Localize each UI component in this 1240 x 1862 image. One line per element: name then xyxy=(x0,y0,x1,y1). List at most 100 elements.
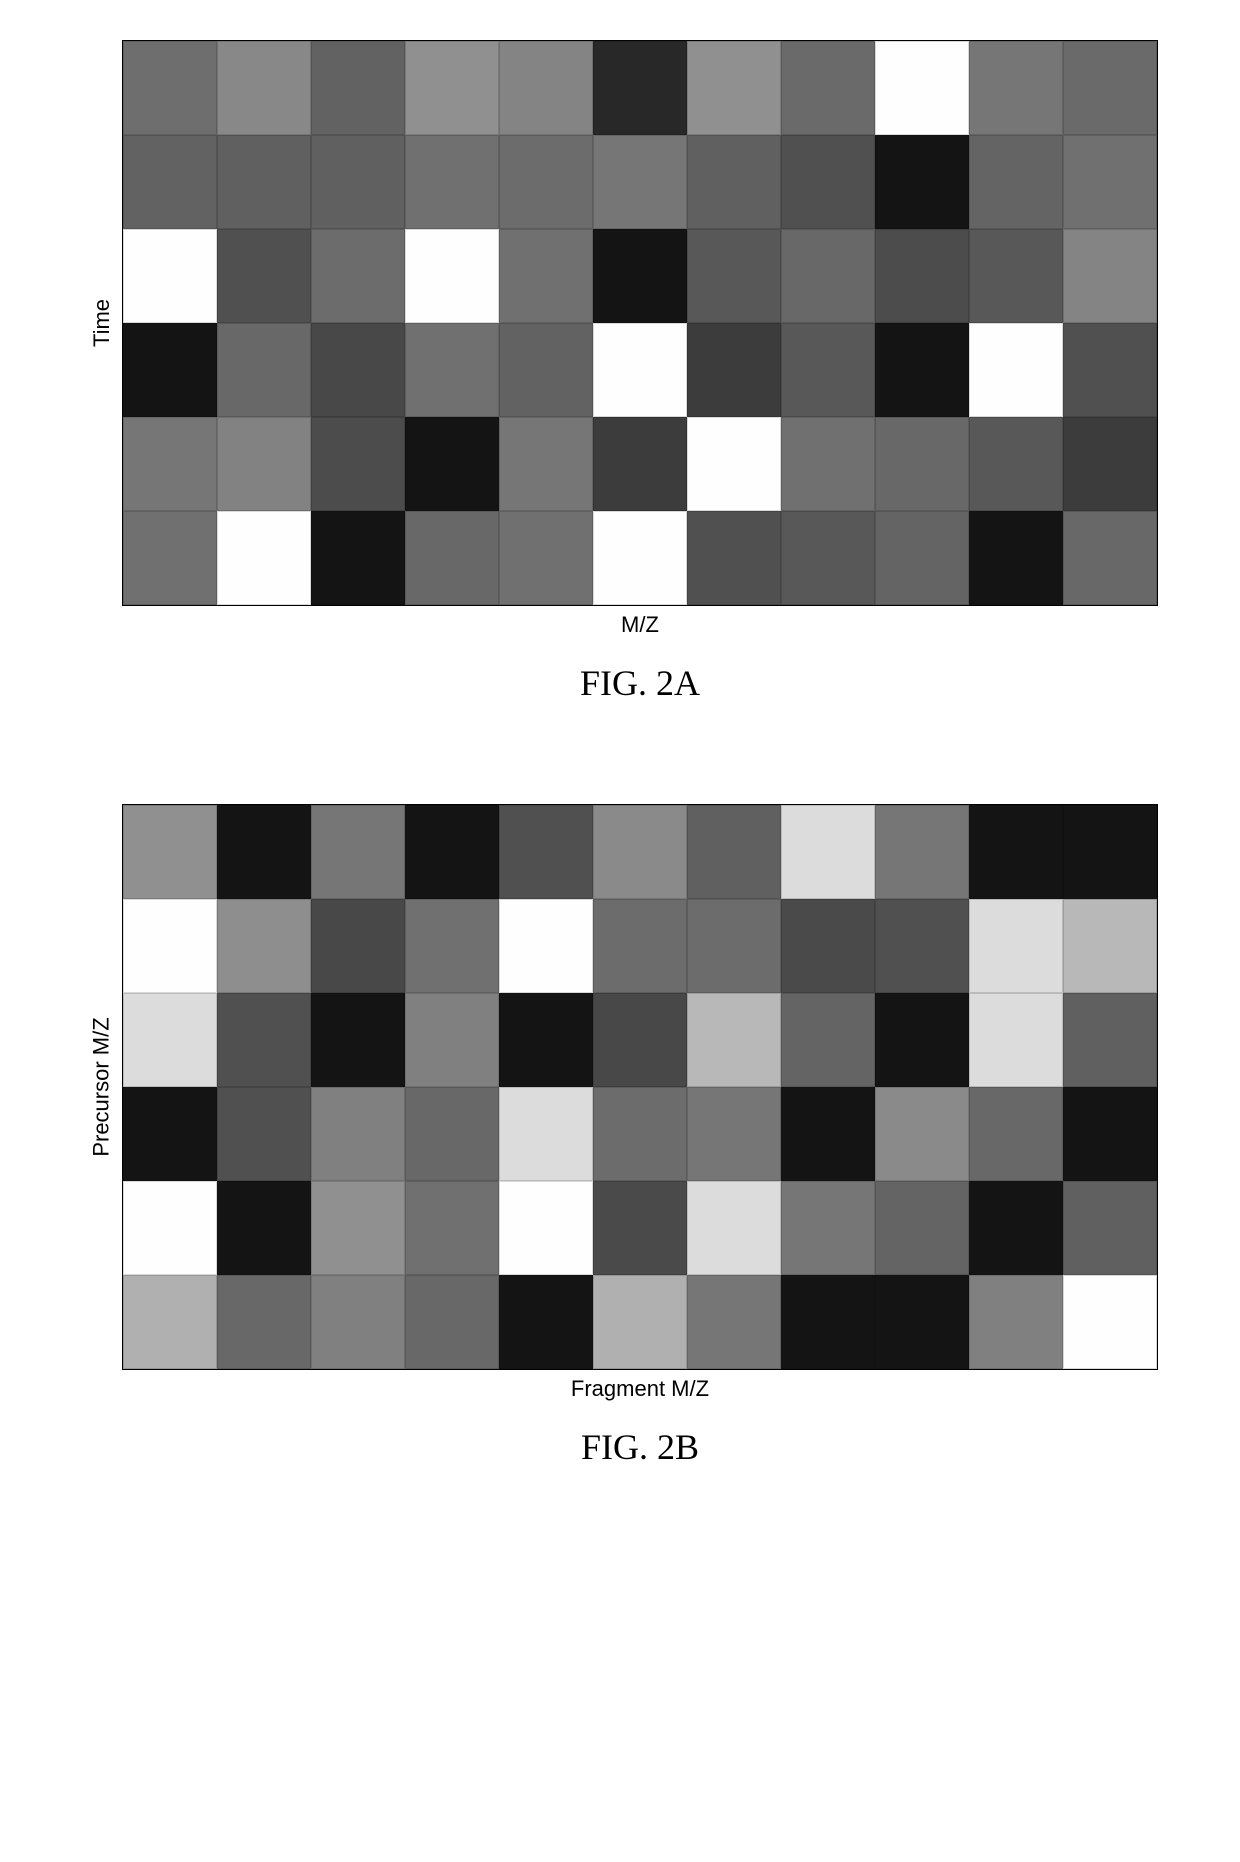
figure-2a-inner: Time xyxy=(60,40,1180,606)
heatmap-cell xyxy=(1063,511,1157,605)
heatmap-cell xyxy=(405,41,499,135)
heatmap-cell xyxy=(499,135,593,229)
heatmap-cell xyxy=(687,323,781,417)
figure-2a: Time M/Z FIG. 2A xyxy=(60,40,1180,704)
heatmap-cell xyxy=(311,135,405,229)
heatmap-cell xyxy=(875,1181,969,1275)
heatmap-cell xyxy=(875,323,969,417)
heatmap-cell xyxy=(969,417,1063,511)
heatmap-cell xyxy=(217,1275,311,1369)
ylabel-wrap-a: Time xyxy=(82,310,122,336)
heatmap-cell xyxy=(123,229,217,323)
heatmap-cell xyxy=(969,135,1063,229)
heatmap-cell xyxy=(123,323,217,417)
heatmap-cell xyxy=(969,993,1063,1087)
heatmap-cell xyxy=(405,1275,499,1369)
heatmap-cell xyxy=(405,993,499,1087)
heatmap-cell xyxy=(499,41,593,135)
heatmap-cell xyxy=(499,417,593,511)
heatmap-cell xyxy=(311,1275,405,1369)
heatmap-cell xyxy=(687,41,781,135)
heatmap-cell xyxy=(217,229,311,323)
heatmap-cell xyxy=(781,1275,875,1369)
heatmap-cell xyxy=(687,135,781,229)
heatmap-cell xyxy=(781,1181,875,1275)
heatmap-cell xyxy=(499,229,593,323)
heatmap-cell xyxy=(499,805,593,899)
caption-b: FIG. 2B xyxy=(100,1426,1180,1468)
heatmap-cell xyxy=(123,1087,217,1181)
heatmap-cell xyxy=(875,1275,969,1369)
heatmap-cell xyxy=(1063,899,1157,993)
heatmap-cell xyxy=(593,511,687,605)
heatmap-cell xyxy=(781,41,875,135)
heatmap-cell xyxy=(875,511,969,605)
heatmap-cell xyxy=(875,417,969,511)
heatmap-cell xyxy=(311,1087,405,1181)
heatmap-cell xyxy=(217,323,311,417)
xlabel-b: Fragment M/Z xyxy=(100,1376,1180,1402)
heatmap-cell xyxy=(875,1087,969,1181)
heatmap-cell xyxy=(875,229,969,323)
heatmap-cell xyxy=(405,899,499,993)
heatmap-cell xyxy=(781,229,875,323)
heatmap-cell xyxy=(123,1181,217,1275)
heatmap-cell xyxy=(593,993,687,1087)
heatmap-cell xyxy=(123,41,217,135)
heatmap-cell xyxy=(593,135,687,229)
heatmap-cell xyxy=(123,511,217,605)
heatmap-cell xyxy=(687,805,781,899)
heatmap-cell xyxy=(781,899,875,993)
heatmap-cell xyxy=(969,805,1063,899)
heatmap-cell xyxy=(969,41,1063,135)
heatmap-cell xyxy=(499,1087,593,1181)
heatmap-cell xyxy=(593,1087,687,1181)
heatmap-cell xyxy=(687,1087,781,1181)
heatmap-cell xyxy=(217,1087,311,1181)
heatmap-cell xyxy=(499,511,593,605)
heatmap-cell xyxy=(593,1275,687,1369)
heatmap-cell xyxy=(781,135,875,229)
heatmap-b xyxy=(122,804,1158,1370)
heatmap-cell xyxy=(1063,323,1157,417)
heatmap-cell xyxy=(1063,41,1157,135)
heatmap-cell xyxy=(405,229,499,323)
figure-2b-inner: Precursor M/Z xyxy=(60,804,1180,1370)
heatmap-cell xyxy=(217,1181,311,1275)
heatmap-cell xyxy=(499,1181,593,1275)
figure-2b: Precursor M/Z Fragment M/Z FIG. 2B xyxy=(60,804,1180,1468)
heatmap-cell xyxy=(217,41,311,135)
heatmap-cell xyxy=(1063,417,1157,511)
ylabel-wrap-b: Precursor M/Z xyxy=(82,1074,122,1100)
heatmap-cell xyxy=(969,1087,1063,1181)
heatmap-cell xyxy=(969,899,1063,993)
heatmap-cell xyxy=(311,229,405,323)
heatmap-cell xyxy=(499,993,593,1087)
heatmap-cell xyxy=(123,135,217,229)
heatmap-cell xyxy=(593,805,687,899)
heatmap-cell xyxy=(1063,135,1157,229)
heatmap-cell xyxy=(687,229,781,323)
heatmap-cell xyxy=(217,993,311,1087)
heatmap-cell xyxy=(875,993,969,1087)
heatmap-cell xyxy=(311,323,405,417)
heatmap-cell xyxy=(123,993,217,1087)
heatmap-cell xyxy=(781,1087,875,1181)
heatmap-cell xyxy=(405,1181,499,1275)
heatmap-cell xyxy=(593,417,687,511)
heatmap-cell xyxy=(969,511,1063,605)
heatmap-cell xyxy=(593,1181,687,1275)
heatmap-cell xyxy=(1063,1275,1157,1369)
ylabel-a: Time xyxy=(89,299,115,347)
heatmap-cell xyxy=(875,805,969,899)
heatmap-cell xyxy=(969,323,1063,417)
heatmap-cell xyxy=(123,899,217,993)
heatmap-cell xyxy=(781,993,875,1087)
heatmap-cell xyxy=(1063,993,1157,1087)
heatmap-cell xyxy=(875,41,969,135)
heatmap-cell xyxy=(593,899,687,993)
heatmap-cell xyxy=(687,511,781,605)
heatmap-cell xyxy=(405,323,499,417)
heatmap-cell xyxy=(1063,1087,1157,1181)
heatmap-cell xyxy=(123,805,217,899)
